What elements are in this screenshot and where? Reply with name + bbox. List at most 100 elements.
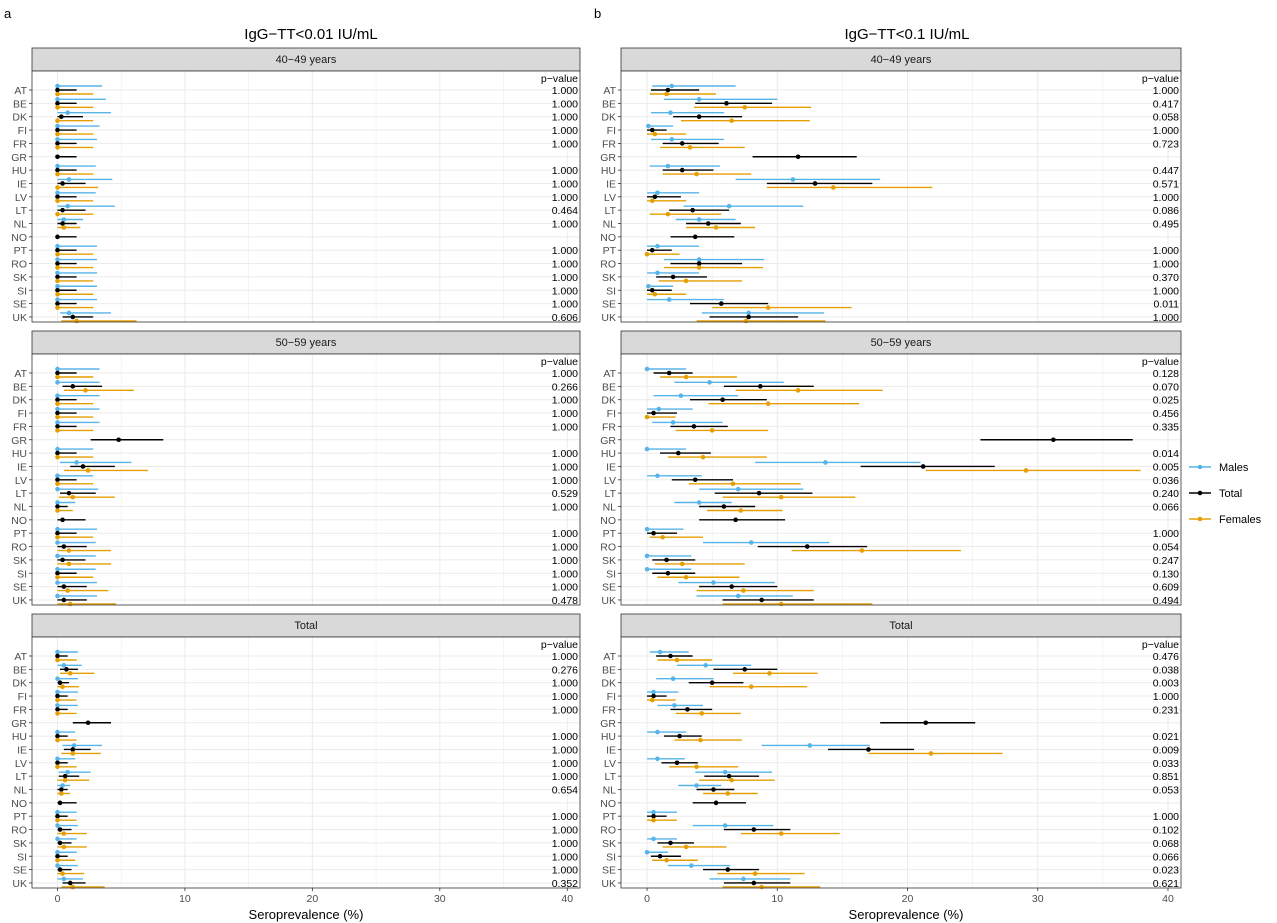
males-point xyxy=(55,703,60,708)
category-label: PT xyxy=(14,245,28,257)
total-point xyxy=(55,504,60,509)
total-point xyxy=(651,410,656,416)
pvalue-label: 0.494 xyxy=(1153,595,1179,607)
category-label: FR xyxy=(13,138,27,150)
pvalue-label: 0.021 xyxy=(1153,731,1179,743)
total-point xyxy=(691,424,697,429)
total-point xyxy=(649,247,655,253)
males-point xyxy=(711,580,716,585)
males-point xyxy=(55,393,60,399)
pvalue-label: 0.066 xyxy=(1153,851,1179,863)
pvalue-label: 0.447 xyxy=(1153,165,1179,177)
total-point xyxy=(55,707,60,712)
males-point xyxy=(790,177,796,182)
category-label: SE xyxy=(13,299,27,311)
males-point xyxy=(55,473,60,479)
category-label: LV xyxy=(604,758,616,770)
category-label: AT xyxy=(603,651,616,663)
pvalue-label: 1.000 xyxy=(552,421,578,433)
category-label: HU xyxy=(601,165,616,177)
males-point xyxy=(703,663,708,668)
pvalue-label: 1.000 xyxy=(552,568,578,580)
females-point xyxy=(67,671,73,676)
females-point xyxy=(85,468,91,473)
facet-0: 40−49 yearsATBEDKFIFRGRHUIELVLTNLNOPTROS… xyxy=(11,47,581,324)
x-tick-label: 20 xyxy=(307,893,319,905)
pvalue-label: 0.009 xyxy=(1153,744,1179,756)
females-point xyxy=(698,737,703,743)
males-point xyxy=(55,486,60,492)
pvalue-label: 1.000 xyxy=(552,651,578,663)
females-point xyxy=(748,684,754,689)
category-label: FR xyxy=(13,421,27,433)
pvalue-header: p−value xyxy=(1142,73,1179,85)
total-point xyxy=(70,747,76,752)
total-point xyxy=(60,181,65,186)
category-label: SK xyxy=(602,838,616,850)
females-point xyxy=(1023,468,1029,473)
females-point xyxy=(778,494,784,500)
total-point xyxy=(1051,437,1056,443)
x-tick-label: 0 xyxy=(644,893,650,905)
panel-border xyxy=(31,636,581,889)
x-tick-label: 40 xyxy=(1162,893,1174,905)
males-point xyxy=(657,649,663,655)
males-point xyxy=(696,97,702,102)
females-point xyxy=(55,657,60,663)
category-label: AT xyxy=(14,85,27,97)
total-point xyxy=(692,234,698,240)
total-point xyxy=(55,101,60,106)
pvalue-label: 1.000 xyxy=(552,838,578,850)
total-point xyxy=(664,557,669,563)
females-point xyxy=(683,574,689,580)
males-point xyxy=(696,257,702,262)
pvalue-label: 1.000 xyxy=(552,178,578,190)
category-label: LT xyxy=(605,771,617,783)
total-point xyxy=(746,314,751,320)
category-label: LV xyxy=(15,758,27,770)
males-point xyxy=(735,486,741,492)
males-point xyxy=(74,460,79,465)
total-point xyxy=(668,840,673,846)
pvalue-header: p−value xyxy=(1142,356,1179,368)
category-label: NO xyxy=(11,232,27,244)
females-point xyxy=(665,211,671,217)
x-tick-label: 10 xyxy=(179,893,191,905)
males-point xyxy=(55,729,60,735)
pvalue-label: 0.038 xyxy=(1153,664,1179,676)
total-point xyxy=(651,813,656,819)
pvalue-label: 1.000 xyxy=(552,85,578,97)
category-label: NL xyxy=(603,785,617,797)
females-point xyxy=(55,105,60,110)
females-point xyxy=(61,831,67,836)
females-point xyxy=(644,414,650,420)
females-point xyxy=(928,751,934,756)
females-point xyxy=(729,118,734,123)
females-point xyxy=(55,305,60,310)
females-point xyxy=(55,534,60,540)
facet-strip-label: 50−59 years xyxy=(871,337,932,349)
total-point xyxy=(67,880,73,886)
females-point xyxy=(660,534,665,540)
pvalue-label: 0.102 xyxy=(1153,825,1179,837)
total-point xyxy=(60,221,65,226)
total-point xyxy=(665,87,671,93)
pvalue-label: 1.000 xyxy=(552,555,578,567)
total-point xyxy=(923,720,929,726)
total-point xyxy=(713,800,719,806)
category-label: IE xyxy=(17,178,27,190)
category-label: GR xyxy=(11,718,27,730)
males-point xyxy=(71,743,77,748)
females-point xyxy=(743,318,749,324)
males-point xyxy=(55,526,60,532)
total-point xyxy=(705,221,711,226)
pvalue-label: 0.014 xyxy=(1153,448,1179,460)
pvalue-label: 0.266 xyxy=(552,381,578,393)
total-point xyxy=(696,261,702,266)
females-point xyxy=(55,131,60,137)
males-point xyxy=(748,540,754,545)
total-point xyxy=(55,424,60,429)
females-point xyxy=(644,251,650,257)
total-point xyxy=(55,760,60,766)
